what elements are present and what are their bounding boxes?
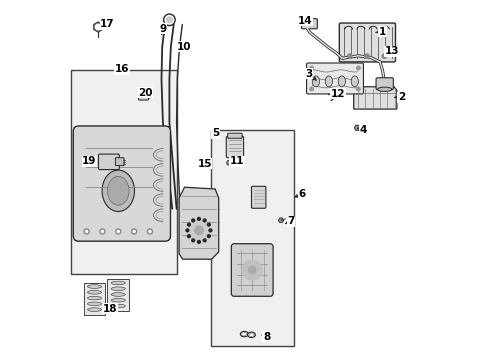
Bar: [107, 279, 129, 311]
Polygon shape: [179, 187, 219, 259]
Circle shape: [207, 223, 210, 226]
Circle shape: [117, 230, 120, 233]
Ellipse shape: [102, 170, 134, 212]
FancyBboxPatch shape: [226, 136, 244, 158]
Text: 14: 14: [298, 16, 313, 26]
FancyBboxPatch shape: [231, 244, 273, 296]
Circle shape: [207, 235, 210, 238]
Text: 2: 2: [394, 92, 405, 102]
Text: 7: 7: [286, 216, 295, 226]
Polygon shape: [354, 87, 397, 109]
Circle shape: [133, 230, 135, 233]
Circle shape: [248, 266, 256, 274]
FancyBboxPatch shape: [307, 63, 364, 94]
Circle shape: [86, 230, 88, 233]
Polygon shape: [354, 125, 360, 130]
Text: 5: 5: [212, 128, 220, 138]
Text: 10: 10: [176, 42, 191, 52]
FancyBboxPatch shape: [228, 133, 242, 138]
Circle shape: [195, 226, 203, 235]
Circle shape: [188, 235, 191, 238]
Ellipse shape: [249, 333, 254, 336]
Ellipse shape: [88, 285, 101, 288]
Text: 4: 4: [358, 125, 367, 135]
Text: 15: 15: [197, 159, 212, 169]
Text: 11: 11: [230, 156, 245, 166]
Circle shape: [116, 229, 121, 234]
Circle shape: [84, 229, 89, 234]
Circle shape: [310, 87, 314, 91]
Ellipse shape: [107, 176, 129, 205]
Ellipse shape: [111, 298, 125, 302]
Circle shape: [357, 66, 360, 70]
FancyBboxPatch shape: [74, 126, 171, 241]
FancyBboxPatch shape: [301, 19, 318, 29]
Ellipse shape: [88, 291, 101, 294]
Circle shape: [357, 87, 360, 91]
Text: 9: 9: [159, 24, 167, 35]
Text: 1: 1: [376, 27, 386, 37]
Text: 19: 19: [82, 156, 97, 166]
Text: 6: 6: [295, 189, 305, 199]
Ellipse shape: [377, 87, 392, 91]
Text: 12: 12: [331, 89, 345, 99]
Ellipse shape: [88, 302, 101, 306]
Text: 8: 8: [262, 332, 270, 342]
Bar: [72, 70, 176, 274]
Circle shape: [186, 229, 189, 232]
Text: 18: 18: [103, 304, 117, 314]
Circle shape: [197, 217, 200, 220]
Ellipse shape: [111, 293, 125, 296]
FancyBboxPatch shape: [376, 78, 393, 90]
Circle shape: [203, 239, 206, 242]
Ellipse shape: [88, 308, 101, 311]
Ellipse shape: [111, 304, 125, 308]
Circle shape: [149, 230, 151, 233]
Circle shape: [197, 240, 200, 243]
Ellipse shape: [312, 76, 319, 87]
Circle shape: [147, 229, 152, 234]
Ellipse shape: [111, 287, 125, 291]
FancyBboxPatch shape: [116, 158, 124, 166]
Ellipse shape: [111, 281, 125, 285]
Circle shape: [192, 239, 195, 242]
Polygon shape: [227, 161, 232, 165]
Circle shape: [100, 229, 105, 234]
Circle shape: [347, 54, 352, 58]
FancyBboxPatch shape: [251, 186, 266, 208]
Bar: [84, 283, 105, 315]
Polygon shape: [94, 22, 102, 32]
Polygon shape: [278, 218, 284, 222]
Text: 17: 17: [100, 19, 115, 30]
Circle shape: [203, 219, 206, 222]
Circle shape: [192, 219, 195, 222]
Text: 20: 20: [138, 88, 152, 98]
Circle shape: [382, 54, 387, 58]
Text: 13: 13: [385, 46, 399, 56]
Ellipse shape: [338, 76, 345, 87]
Circle shape: [188, 223, 191, 226]
Text: 3: 3: [305, 69, 316, 80]
Circle shape: [209, 229, 212, 232]
Circle shape: [365, 54, 369, 58]
Bar: [211, 130, 294, 346]
Ellipse shape: [88, 296, 101, 300]
Ellipse shape: [351, 76, 358, 87]
Ellipse shape: [325, 76, 333, 87]
FancyBboxPatch shape: [339, 23, 395, 62]
FancyBboxPatch shape: [139, 93, 148, 100]
Text: 16: 16: [115, 64, 129, 74]
FancyBboxPatch shape: [98, 154, 120, 170]
Circle shape: [310, 66, 314, 70]
Circle shape: [167, 17, 172, 23]
Ellipse shape: [242, 333, 247, 336]
Circle shape: [242, 260, 262, 280]
Circle shape: [101, 230, 103, 233]
Ellipse shape: [247, 332, 255, 338]
Circle shape: [188, 220, 210, 241]
Circle shape: [96, 24, 100, 30]
Circle shape: [132, 229, 137, 234]
Ellipse shape: [240, 332, 248, 337]
